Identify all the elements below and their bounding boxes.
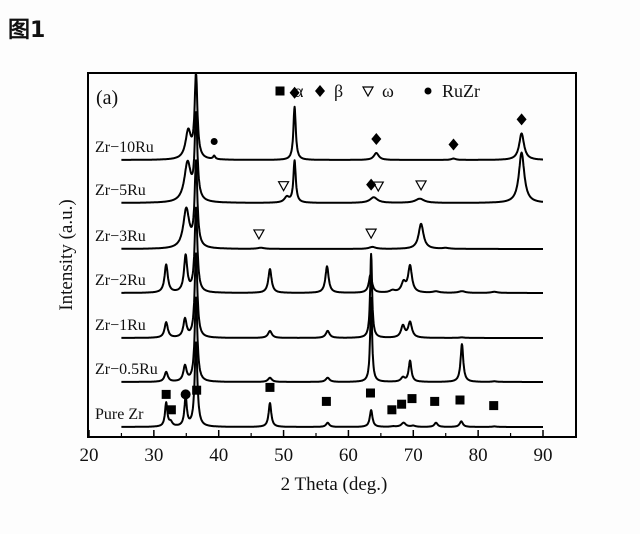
trace-zr-0-5ru bbox=[120, 296, 544, 383]
omega-triangle-marker bbox=[277, 181, 290, 192]
trace-zr-1ru bbox=[120, 252, 544, 339]
omega-triangle-marker bbox=[372, 181, 385, 193]
alpha-square-marker bbox=[265, 382, 275, 392]
alpha-square-marker bbox=[489, 401, 499, 411]
figure-label: 图1 bbox=[8, 18, 46, 43]
omega-triangle-marker bbox=[361, 86, 375, 98]
legend-label: β bbox=[334, 81, 343, 101]
series-label: Zr−2Ru bbox=[95, 272, 146, 289]
alpha-square-marker bbox=[455, 395, 465, 405]
x-tick-label: 80 bbox=[469, 445, 488, 466]
alpha-square-marker bbox=[192, 385, 202, 395]
x-tick-label: 40 bbox=[209, 445, 228, 466]
traces bbox=[120, 73, 544, 428]
x-tick-label: 70 bbox=[404, 445, 423, 466]
legend: α β ω RuZr bbox=[275, 81, 480, 101]
series-labels: Zr−10Ru Zr−5Ru Zr−3Ru Zr−2Ru Zr−1Ru Zr−0.5Ru P… bbox=[95, 139, 158, 423]
alpha-square-marker bbox=[180, 389, 191, 400]
alpha-square-marker bbox=[430, 396, 440, 406]
series-label: Pure Zr bbox=[95, 406, 144, 423]
panel-label: (a) bbox=[96, 87, 118, 109]
omega-triangle-marker bbox=[365, 228, 378, 240]
plot-frame bbox=[87, 72, 577, 438]
series-label: Zr−5Ru bbox=[95, 182, 146, 199]
omega-triangle-marker bbox=[252, 229, 265, 241]
alpha-square-marker bbox=[365, 388, 375, 398]
alpha-square-marker bbox=[321, 396, 331, 406]
alpha-square-marker bbox=[407, 394, 417, 404]
series-label: Zr−10Ru bbox=[95, 139, 154, 156]
trace-pure-zr bbox=[120, 341, 544, 428]
x-tick-label: 90 bbox=[534, 445, 553, 466]
x-tick-label: 30 bbox=[144, 445, 163, 466]
alpha-square-marker bbox=[166, 405, 176, 415]
beta-diamond-marker bbox=[371, 132, 382, 145]
trace-zr-5ru bbox=[120, 111, 544, 204]
legend-label: RuZr bbox=[442, 81, 480, 101]
trace-zr-10ru bbox=[120, 73, 544, 161]
trace-zr-3ru bbox=[120, 159, 544, 250]
x-axis: 20 30 40 50 60 70 80 90 bbox=[80, 430, 553, 466]
beta-diamond-marker bbox=[448, 138, 459, 151]
ruzr-circle-marker bbox=[424, 87, 432, 95]
beta-diamond-marker bbox=[516, 113, 527, 126]
x-axis-label: 2 Theta (deg.) bbox=[281, 474, 388, 495]
omega-triangle-marker bbox=[415, 180, 428, 192]
beta-diamond-marker bbox=[315, 85, 325, 97]
legend-label: ω bbox=[382, 81, 394, 101]
ruzr-circle-marker bbox=[210, 138, 218, 146]
series-label: Zr−3Ru bbox=[95, 228, 146, 245]
alpha-square-marker bbox=[397, 399, 407, 409]
trace-zr-2ru bbox=[120, 206, 544, 294]
y-axis-label: Intensity (a.u.) bbox=[56, 199, 77, 310]
beta-diamond-marker bbox=[289, 86, 300, 99]
alpha-square-marker bbox=[275, 86, 285, 96]
alpha-square-marker bbox=[387, 405, 397, 415]
x-tick-label: 60 bbox=[339, 445, 358, 466]
phase-markers bbox=[161, 86, 527, 415]
legend-label: α bbox=[294, 81, 304, 101]
series-label: Zr−1Ru bbox=[95, 317, 146, 334]
x-tick-label: 50 bbox=[274, 445, 293, 466]
alpha-square-marker bbox=[161, 389, 171, 399]
series-label: Zr−0.5Ru bbox=[95, 361, 158, 378]
x-tick-label: 20 bbox=[80, 445, 99, 466]
